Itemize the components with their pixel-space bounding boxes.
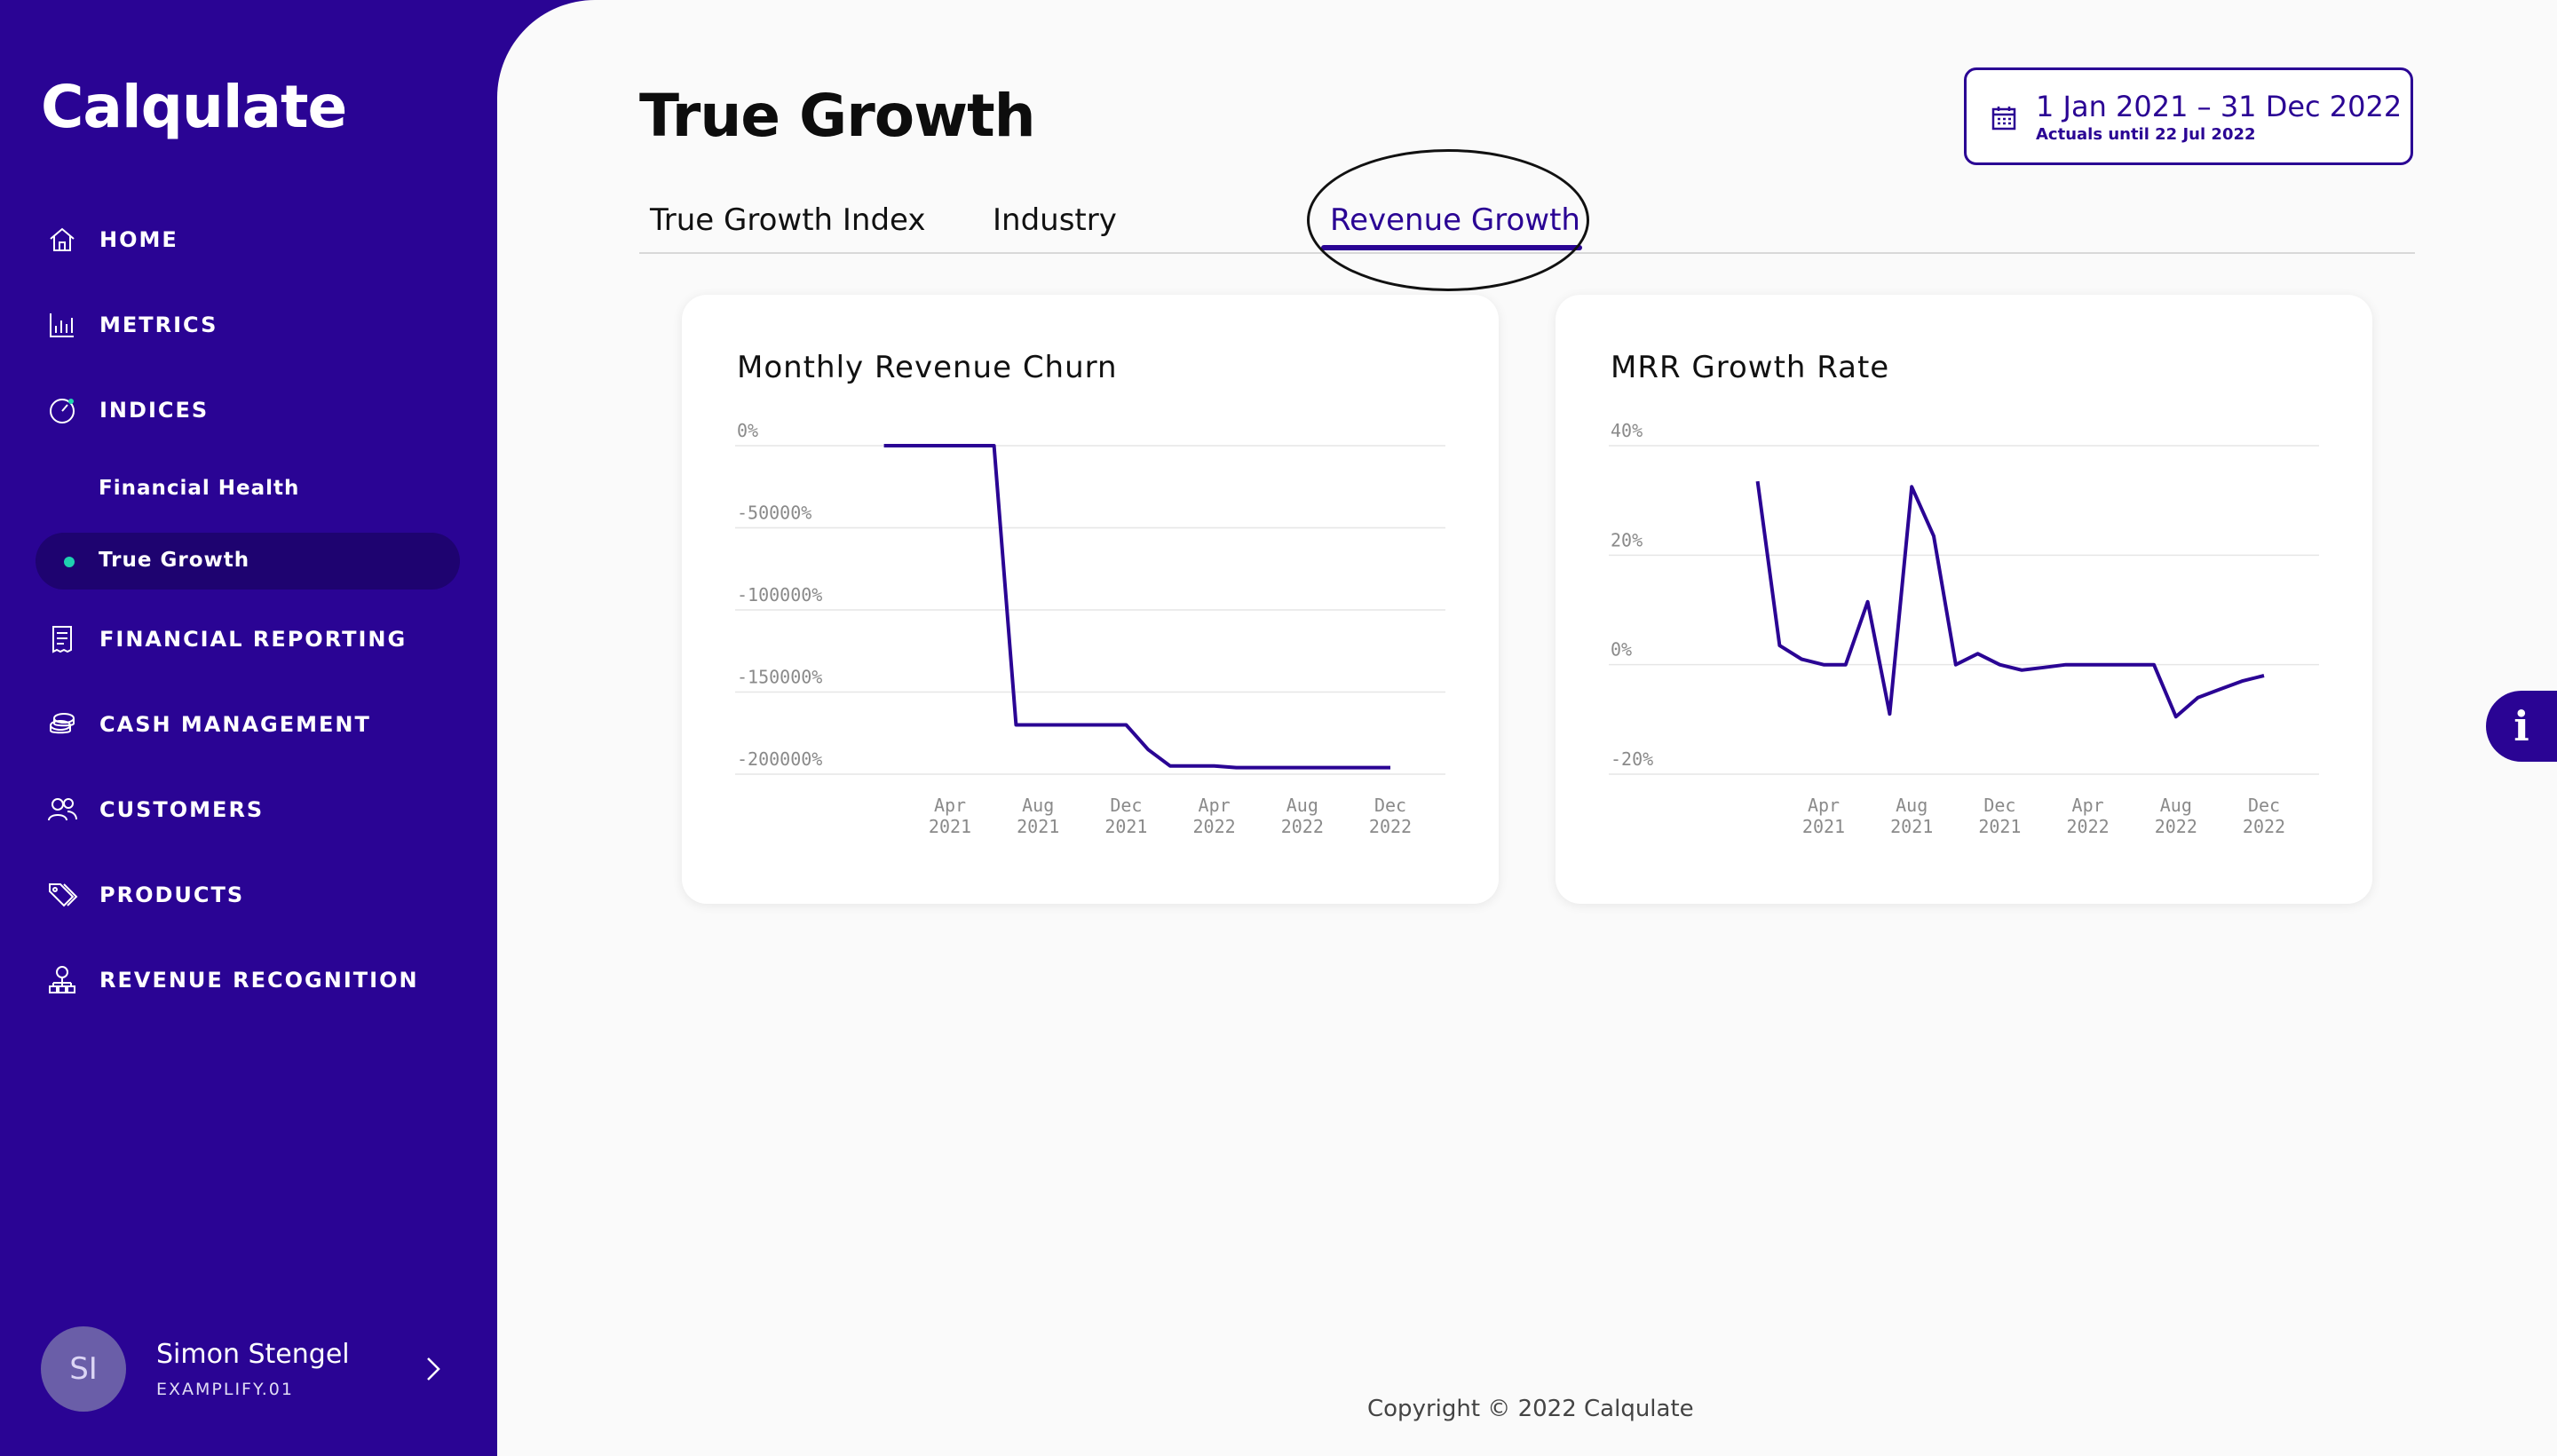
y-tick-label: -100000% <box>737 584 822 605</box>
mrr-growth-rate-chart: 40%20%0%-20%Apr2021Aug2021Dec2021Apr2022… <box>1609 420 2319 837</box>
x-tick-label: 2022 <box>2243 816 2285 837</box>
info-button[interactable]: i <box>2486 691 2557 762</box>
tab-revenue-growth[interactable]: Revenue Growth <box>1330 202 1580 238</box>
x-tick-label: Aug <box>1286 795 1318 816</box>
x-tick-label: Apr <box>934 795 966 816</box>
calendar-icon <box>1991 107 2016 131</box>
chart-title: Monthly Revenue Churn <box>737 350 1118 385</box>
x-tick-label: Aug <box>2160 795 2192 816</box>
gauge-icon <box>44 392 80 428</box>
x-tick-label: Dec <box>2248 795 2280 816</box>
avatar: SI <box>41 1326 126 1412</box>
x-tick-label: 2021 <box>1104 816 1147 837</box>
x-tick-label: 2022 <box>2155 816 2197 837</box>
nav-item-customers[interactable]: CUSTOMERS <box>44 783 264 836</box>
nav-item-metrics[interactable]: METRICS <box>44 298 218 352</box>
x-tick-label: 2021 <box>1890 816 1933 837</box>
chevron-right-icon[interactable] <box>423 1353 444 1385</box>
chart-card-mrr-growth-rate: MRR Growth Rate 40% 20% 0% -20% Apr 2021 Aug 20… <box>1556 295 2372 904</box>
nav-label: METRICS <box>99 313 218 337</box>
hierarchy-icon <box>44 962 80 998</box>
chart-title: MRR Growth Rate <box>1611 350 1890 385</box>
series-line <box>1755 480 2265 719</box>
x-tick-label: 2022 <box>1193 816 1236 837</box>
y-tick-label: 0% <box>1611 639 1632 661</box>
y-tick-label: -150000% <box>737 667 822 688</box>
y-tick-label: 40% <box>1611 420 1643 441</box>
x-tick-label: 2021 <box>1017 816 1059 837</box>
x-tick-label: 2022 <box>2067 816 2110 837</box>
nav-label: CUSTOMERS <box>99 797 265 822</box>
home-icon <box>44 222 80 257</box>
y-tick-label: 0% <box>737 420 758 441</box>
x-tick-label: 2021 <box>929 816 971 837</box>
x-tick-label: 2022 <box>1281 816 1324 837</box>
nav-item-indices[interactable]: INDICES <box>44 384 209 437</box>
nav-label: CASH MANAGEMENT <box>99 712 371 737</box>
x-tick-label: Dec <box>1983 795 2015 816</box>
info-icon: i <box>2513 702 2529 750</box>
x-tick-label: 2021 <box>1802 816 1845 837</box>
active-tab-indicator <box>1321 245 1582 250</box>
active-dot <box>64 557 75 567</box>
sub-item-financial-health[interactable]: Financial Health <box>99 477 300 500</box>
x-tick-label: Aug <box>1022 795 1054 816</box>
sub-item-true-growth[interactable]: True Growth <box>36 533 460 590</box>
tab-bar: True Growth Index Industry Revenue Growt… <box>639 149 2415 291</box>
user-name: Simon Stengel <box>156 1339 350 1370</box>
nav-label: HOME <box>99 227 178 252</box>
copyright: Copyright © 2022 Calqulate <box>1367 1396 1694 1422</box>
y-tick-label: -200000% <box>737 748 822 770</box>
users-icon <box>44 792 80 827</box>
user-profile[interactable]: SI Simon Stengel EXAMPLIFY.01 <box>41 1326 467 1415</box>
nav-item-products[interactable]: PRODUCTS <box>44 868 244 922</box>
main-content: True Growth 1 Jan 2021 – 31 Dec 2022 Act… <box>497 0 2557 1456</box>
y-tick-label: -50000% <box>737 502 811 524</box>
coins-icon <box>44 707 80 742</box>
actuals-note: Actuals until 22 Jul 2022 <box>2036 125 2256 144</box>
y-tick-label: -20% <box>1611 748 1653 770</box>
date-range-text: 1 Jan 2021 – 31 Dec 2022 <box>2036 90 2403 123</box>
x-tick-label: Dec <box>1374 795 1406 816</box>
x-tick-label: Apr <box>1808 795 1840 816</box>
nav-label: INDICES <box>99 398 210 423</box>
app-logo[interactable]: Calqulate <box>41 73 347 141</box>
date-range-picker[interactable]: 1 Jan 2021 – 31 Dec 2022 Actuals until 2… <box>1964 67 2413 165</box>
nav-item-cash-management[interactable]: CASH MANAGEMENT <box>44 698 371 751</box>
y-tick-label: 20% <box>1611 529 1643 550</box>
page-title: True Growth <box>639 82 1036 150</box>
user-org: EXAMPLIFY.01 <box>156 1380 294 1399</box>
tags-icon <box>44 877 80 913</box>
tab-true-growth-index[interactable]: True Growth Index <box>650 202 926 238</box>
x-tick-label: 2021 <box>1978 816 2021 837</box>
nav-label: REVENUE RECOGNITION <box>99 968 419 993</box>
sub-item-label: True Growth <box>99 549 250 572</box>
x-tick-label: Apr <box>2072 795 2104 816</box>
nav-item-home[interactable]: HOME <box>44 213 178 266</box>
x-tick-label: Aug <box>1896 795 1928 816</box>
nav-item-revenue-recognition[interactable]: REVENUE RECOGNITION <box>44 954 419 1007</box>
series-line <box>883 444 1390 770</box>
monthly-revenue-churn-chart: 0%-50000%-100000%-150000%-200000%Apr2021… <box>735 420 1445 837</box>
nav-label: FINANCIAL REPORTING <box>99 627 408 652</box>
bar-chart-icon <box>44 307 80 343</box>
x-tick-label: Dec <box>1110 795 1142 816</box>
x-tick-label: Apr <box>1199 795 1231 816</box>
tab-industry[interactable]: Industry <box>993 202 1117 238</box>
receipt-icon <box>44 621 80 657</box>
x-tick-label: 2022 <box>1369 816 1412 837</box>
nav-item-financial-reporting[interactable]: FINANCIAL REPORTING <box>44 613 407 666</box>
sidebar: Calqulate HOME METRICS INDICES Financial… <box>0 0 497 1456</box>
nav-label: PRODUCTS <box>99 882 245 907</box>
chart-card-monthly-revenue-churn: Monthly Revenue Churn 0% -50000% -100000% -… <box>682 295 1499 904</box>
